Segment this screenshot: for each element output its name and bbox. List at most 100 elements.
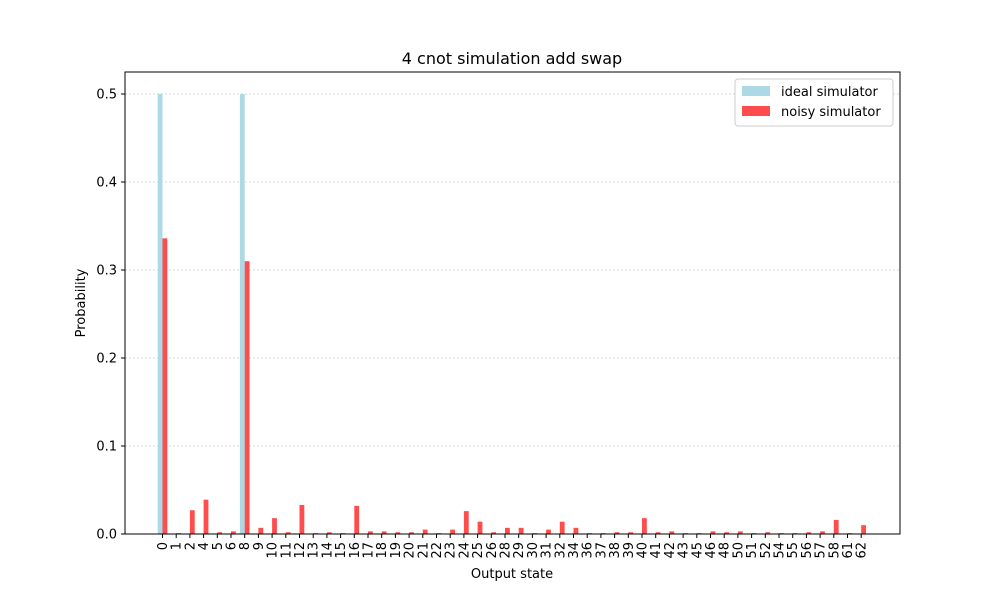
x-tick-label: 10 (266, 542, 281, 559)
x-tick-label: 37 (594, 542, 609, 559)
x-tick-label: 29 (512, 542, 527, 559)
bar-noisy-20 (409, 532, 414, 534)
bar-noisy-6 (231, 531, 236, 534)
x-tick-label: 32 (553, 542, 568, 559)
bar-noisy-0 (162, 238, 168, 534)
bar-noisy-14 (326, 532, 332, 534)
bar-noisy-58 (833, 519, 839, 534)
bar-noisy-8 (244, 261, 250, 534)
x-tick-label: 28 (499, 542, 514, 559)
x-tick-label: 9 (252, 542, 267, 550)
x-tick-label: 38 (608, 542, 623, 559)
legend: ideal simulator noisy simulator (734, 78, 894, 127)
bar-noisy-26 (491, 532, 497, 534)
bar-noisy-34 (573, 527, 579, 534)
bar-noisy-19 (395, 532, 401, 534)
legend-label-ideal: ideal simulator (781, 85, 878, 100)
bar-noisy-11 (285, 532, 291, 534)
bar-noisy-4 (203, 499, 209, 534)
y-tick-label: 0.0 (96, 528, 117, 543)
x-ticks: 0124568910111213141516171819202122232425… (156, 534, 870, 559)
bar-noisy-10 (272, 518, 277, 534)
bar-noisy-5 (217, 532, 223, 534)
legend-swatch-noisy (742, 106, 770, 116)
bar-noisy-52 (765, 532, 771, 534)
legend-label-noisy: noisy simulator (781, 105, 881, 120)
x-tick-label: 19 (389, 542, 404, 559)
x-tick-label: 42 (663, 542, 678, 559)
y-tick-label: 0.5 (96, 88, 117, 103)
bar-ideal-8 (239, 94, 245, 534)
x-tick-label: 43 (677, 542, 692, 559)
x-tick-label: 56 (800, 542, 815, 559)
x-tick-label: 39 (622, 542, 637, 559)
x-tick-label: 20 (403, 542, 418, 559)
x-tick-label: 1 (170, 542, 185, 550)
bar-ideal-0 (157, 94, 163, 534)
x-tick-label: 11 (279, 542, 294, 559)
bar-noisy-18 (381, 531, 387, 534)
x-tick-label: 30 (526, 542, 541, 559)
x-tick-label: 55 (786, 542, 801, 559)
bar-noisy-31 (546, 529, 551, 534)
x-tick-label: 41 (649, 542, 664, 559)
x-tick-label: 16 (348, 542, 363, 559)
x-tick-label: 4 (197, 542, 212, 550)
bar-noisy-50 (737, 531, 743, 534)
x-tick-label: 34 (567, 542, 582, 559)
bar-noisy-17 (368, 531, 373, 534)
x-tick-label: 15 (334, 542, 349, 559)
x-tick-label: 2 (183, 542, 198, 550)
x-tick-label: 45 (690, 542, 705, 559)
bar-noisy-29 (518, 527, 524, 534)
bar-noisy-48 (724, 532, 729, 534)
x-tick-label: 24 (457, 542, 472, 559)
x-tick-label: 22 (430, 542, 445, 559)
bars (157, 94, 866, 534)
x-tick-label: 57 (814, 542, 829, 559)
bar-noisy-21 (422, 529, 428, 534)
y-tick-label: 0.2 (96, 352, 117, 367)
bar-noisy-28 (505, 527, 510, 534)
legend-box (734, 78, 894, 127)
legend-swatch-ideal (742, 86, 770, 96)
x-tick-label: 58 (827, 542, 842, 559)
x-tick-label: 61 (841, 542, 856, 559)
x-tick-label: 8 (238, 542, 253, 550)
bar-noisy-46 (710, 531, 716, 534)
bar-noisy-41 (655, 532, 661, 534)
x-tick-label: 21 (416, 542, 431, 559)
bar-noisy-62 (861, 525, 866, 534)
x-tick-label: 46 (704, 542, 719, 559)
x-tick-label: 36 (581, 542, 596, 559)
bar-noisy-2 (189, 510, 195, 534)
x-tick-label: 31 (540, 542, 555, 559)
x-tick-label: 14 (320, 542, 335, 559)
bar-noisy-9 (258, 527, 264, 534)
x-tick-label: 54 (773, 542, 788, 559)
bar-noisy-12 (299, 504, 305, 534)
y-tick-label: 0.4 (96, 176, 117, 191)
x-tick-label: 51 (745, 542, 760, 559)
x-tick-label: 25 (471, 542, 486, 559)
bar-noisy-23 (450, 529, 455, 534)
x-axis-label: Output state (471, 567, 553, 582)
x-tick-label: 6 (225, 542, 240, 550)
x-tick-label: 13 (307, 542, 322, 559)
x-tick-label: 62 (855, 542, 870, 559)
x-tick-label: 26 (485, 542, 500, 559)
bar-noisy-39 (628, 532, 634, 534)
x-tick-label: 18 (375, 542, 390, 559)
x-tick-label: 17 (362, 542, 377, 559)
bar-noisy-32 (559, 521, 565, 534)
plot-frame (124, 71, 901, 535)
bar-noisy-24 (463, 511, 469, 534)
bar-noisy-57 (820, 531, 825, 534)
bar-noisy-16 (354, 505, 360, 534)
x-tick-label: 40 (636, 542, 651, 559)
y-axis-label: Probability (74, 268, 89, 337)
y-tick-label: 0.1 (96, 440, 117, 455)
bar-noisy-42 (669, 531, 675, 534)
x-tick-label: 50 (731, 542, 746, 559)
